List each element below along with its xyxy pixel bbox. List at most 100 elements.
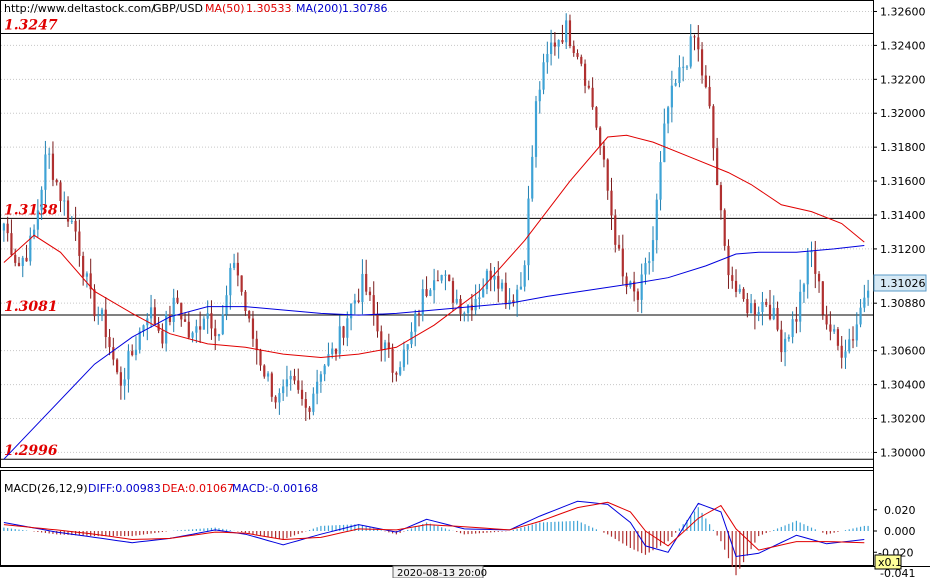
candle-body — [455, 298, 458, 303]
candle-body — [104, 309, 107, 338]
candle-body — [59, 182, 62, 202]
candle-body — [165, 314, 168, 344]
candle-body — [587, 85, 590, 88]
candle-body — [466, 304, 470, 313]
candle-body — [342, 326, 345, 338]
candle-body — [640, 274, 643, 300]
candle-body — [787, 337, 790, 339]
candle-body — [678, 67, 681, 83]
candle-body — [723, 210, 726, 246]
candle-body — [74, 220, 77, 232]
candle-body — [195, 326, 198, 333]
candle-body — [659, 162, 662, 200]
candle-body — [504, 282, 507, 305]
time-cursor-label: 2020-08-13 20:00 — [397, 568, 487, 578]
candle-body — [29, 235, 32, 262]
candle-body — [783, 338, 787, 353]
candle-body — [617, 244, 621, 249]
candle-body — [282, 386, 285, 394]
candle-body — [708, 86, 711, 107]
candle-body — [523, 265, 526, 287]
candle-body — [134, 349, 138, 356]
candle-body — [685, 66, 689, 68]
candle-body — [463, 312, 466, 314]
source-url: http://www.deltastock.com/ — [4, 2, 155, 15]
candle-body — [689, 36, 692, 67]
candle-body — [833, 329, 836, 332]
candle-body — [255, 338, 258, 351]
candle-body — [66, 200, 70, 222]
candle-body — [542, 62, 545, 90]
candle-body — [682, 66, 685, 68]
candle-body — [425, 289, 428, 296]
candle-body — [266, 373, 270, 377]
candle-body — [191, 332, 194, 338]
price-tick-label: 1.30880 — [880, 297, 926, 310]
candle-body — [225, 295, 228, 315]
candle-body — [670, 85, 673, 108]
candle-body — [244, 291, 247, 311]
candle-body — [44, 154, 47, 190]
candle-body — [761, 301, 764, 312]
candle-body — [814, 251, 817, 274]
candle-body — [285, 379, 289, 387]
candle-body — [772, 307, 775, 320]
candle-body — [599, 127, 602, 146]
level-label: 1.3138 — [4, 202, 58, 218]
candle-body — [651, 240, 655, 261]
support-resistance-lines: 1.3247 1.3138 1.3081 1.2996 — [1, 18, 873, 460]
candle-body — [719, 185, 723, 211]
candle-body — [459, 298, 462, 314]
price-tick-label: 1.32600 — [880, 5, 926, 18]
candle-body — [568, 20, 572, 47]
candle-body — [316, 381, 319, 394]
candle-body — [704, 75, 707, 87]
candle-body — [448, 274, 451, 282]
candle-body — [161, 330, 164, 344]
candle-body — [591, 87, 594, 108]
candle-body — [21, 257, 24, 267]
candle-body — [380, 331, 383, 350]
level-label: 1.3247 — [4, 18, 58, 34]
candle-body — [655, 199, 658, 241]
current-price-tag — [873, 274, 927, 292]
candle-body — [780, 329, 783, 353]
price-tick-label: 1.32400 — [880, 39, 926, 52]
candle-body — [663, 123, 666, 163]
candle-body — [791, 319, 794, 338]
candle-body — [595, 107, 598, 128]
candle-body — [123, 379, 126, 386]
candle-body — [565, 20, 568, 43]
candle-body — [727, 245, 730, 276]
candle-body — [734, 280, 738, 292]
candle-body — [485, 270, 489, 290]
candle-body — [399, 367, 402, 375]
candle-body — [395, 372, 398, 375]
price-tick-label: 1.30400 — [880, 379, 926, 392]
candle-body — [14, 254, 17, 263]
price-tick-label: 1.31200 — [880, 243, 926, 256]
candle-body — [368, 291, 372, 296]
candle-body — [859, 307, 862, 325]
candle-body — [221, 314, 224, 335]
candle-body — [648, 260, 651, 264]
candle-body — [851, 339, 855, 341]
candle-body — [561, 39, 564, 43]
candle-body — [799, 291, 802, 322]
candle-body — [376, 315, 379, 332]
candle-body — [36, 210, 39, 230]
candle-body — [353, 300, 356, 304]
candle-body — [810, 251, 813, 253]
macd-tick-label: 0.020 — [884, 504, 916, 517]
macd-axis: 0.0200.000-0.020 — [873, 504, 916, 559]
candle-body — [519, 286, 523, 290]
current-price-value: 1.31026 — [880, 277, 926, 290]
candle-body — [625, 276, 628, 287]
macd-value-label: MACD:-0.00168 — [232, 482, 318, 495]
candle-body — [753, 303, 756, 315]
candle-body — [232, 262, 236, 268]
candle-body — [802, 284, 806, 292]
candle-body — [817, 273, 821, 282]
candle-body — [444, 274, 447, 276]
candle-body — [97, 315, 100, 317]
